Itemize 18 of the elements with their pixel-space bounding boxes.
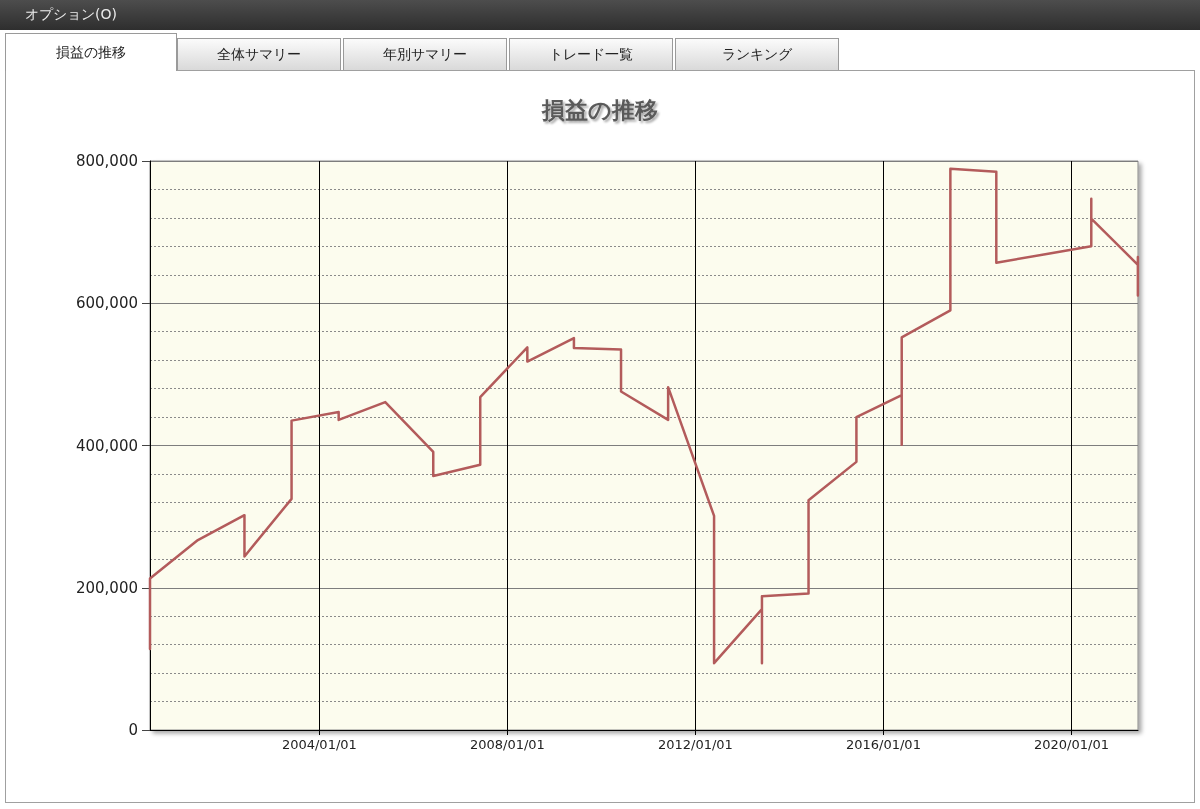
x-tick-label: 2016/01/01	[845, 737, 921, 752]
x-tick-label: 2004/01/01	[281, 737, 357, 752]
tab: 損益の推移	[5, 33, 177, 71]
y-tick-label: 0	[128, 721, 138, 739]
tab: 全体サマリー	[177, 38, 341, 70]
y-tick-label: 800,000	[75, 152, 138, 170]
tab: トレード一覧	[509, 38, 673, 70]
y-tick-label: 600,000	[75, 294, 138, 313]
tab: ランキング	[675, 38, 839, 70]
line-series	[148, 167, 1140, 665]
x-tick-label: 2008/01/01	[469, 737, 545, 752]
tab: 年別サマリー	[343, 38, 507, 70]
y-tick-label: 200,000	[75, 578, 138, 597]
menu-bar: オプション(O)	[0, 0, 1200, 30]
x-tick-label: 2012/01/01	[657, 737, 733, 752]
y-tick-label: 400,000	[75, 436, 138, 455]
chart-title: 損益の推移	[541, 96, 658, 123]
x-tick-label: 2020/01/01	[1034, 737, 1109, 752]
